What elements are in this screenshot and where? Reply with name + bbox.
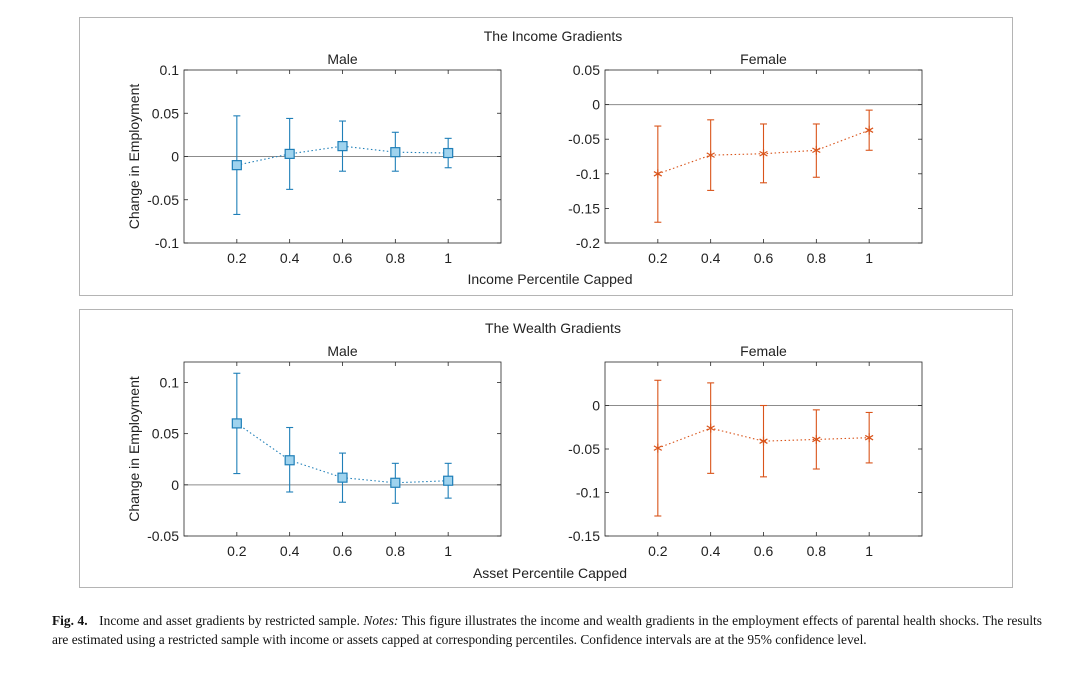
x-tick-label: 0.8 [807, 250, 827, 266]
data-point [337, 141, 348, 152]
panel-male: Male 0.1 0.05 0 -0.05 -0.1 0.2 0.4 0.6 0.8 1 Change… [126, 51, 502, 266]
x-tick-label: 0.6 [333, 543, 353, 559]
x-tick-label: 0.6 [754, 543, 774, 559]
y-tick-label: -0.05 [147, 192, 179, 208]
x-tick-label: 0.4 [280, 250, 300, 266]
figure: The Income Gradients Income Percentile Ca… [126, 28, 923, 581]
panel-title: Male [327, 343, 358, 359]
data-point [653, 443, 663, 453]
panel-female: Female 0.05 0 -0.05 -0.1 -0.15 -0.2 0.2 0.4 0.6 0.… [568, 51, 923, 266]
x-axis-label: Income Percentile Capped [468, 271, 633, 287]
group-title: The Income Gradients [484, 28, 623, 44]
x-tick-label: 0.4 [701, 250, 721, 266]
x-tick-label: 0.4 [280, 543, 300, 559]
y-tick-label: -0.1 [155, 235, 179, 251]
data-point [443, 475, 454, 486]
y-tick-label: 0 [592, 398, 600, 414]
y-tick-label: 0 [171, 149, 179, 165]
caption-label: Fig. 4. [52, 613, 88, 628]
data-point [231, 160, 242, 171]
asterisk-stroke [759, 438, 768, 444]
panel-title: Female [740, 51, 787, 67]
group-title: The Wealth Gradients [485, 320, 621, 336]
y-tick-label: -0.05 [568, 441, 600, 457]
caption-notes-text: This figure illustrates the income and w… [52, 613, 1042, 647]
x-tick-label: 1 [444, 543, 452, 559]
y-tick-label: 0.05 [152, 105, 179, 121]
y-axis-label: Change in Employment [126, 376, 142, 522]
data-point [284, 455, 295, 466]
y-tick-label: -0.05 [147, 528, 179, 544]
asterisk-stroke [653, 171, 663, 177]
caption-title: Income and asset gradients by restricted… [99, 613, 360, 628]
x-tick-label: 0.8 [386, 250, 406, 266]
data-point [864, 125, 874, 135]
panel-male: Male 0.1 0.05 0 -0.05 0.2 0.4 0.6 0.8 1 Change in … [126, 343, 502, 559]
x-tick-label: 1 [865, 250, 873, 266]
figure-caption: Fig. 4. Income and asset gradients by re… [52, 611, 1042, 649]
y-tick-label: 0 [171, 477, 179, 493]
asterisk-stroke [706, 425, 715, 431]
series-line [236, 145, 449, 166]
x-tick-label: 0.2 [648, 250, 668, 266]
chart-group-1: The Wealth Gradients Asset Percentile Cap… [126, 320, 923, 581]
asterisk-stroke [812, 147, 821, 154]
x-tick-label: 0.6 [754, 250, 774, 266]
data-point [706, 150, 715, 160]
x-tick-label: 0.8 [386, 543, 406, 559]
x-axis-label: Asset Percentile Capped [473, 565, 627, 581]
y-tick-label: 0.1 [160, 62, 180, 78]
asterisk-stroke [653, 445, 663, 451]
y-tick-label: -0.1 [576, 485, 600, 501]
data-point [231, 418, 242, 429]
y-tick-label: -0.1 [576, 166, 600, 182]
x-tick-label: 0.2 [227, 250, 247, 266]
y-tick-label: 0.05 [573, 62, 600, 78]
x-tick-label: 0.2 [227, 543, 247, 559]
data-point [759, 149, 768, 159]
data-point [812, 434, 821, 444]
y-axis-label: Change in Employment [126, 84, 142, 230]
data-point [284, 148, 295, 160]
data-point [653, 169, 663, 179]
y-tick-label: 0 [592, 97, 600, 113]
asterisk-stroke [706, 152, 715, 158]
y-tick-label: -0.2 [576, 235, 600, 251]
x-tick-label: 1 [865, 543, 873, 559]
asterisk-stroke [759, 150, 768, 157]
series-line [657, 427, 870, 449]
x-tick-label: 1 [444, 250, 452, 266]
caption-notes-label: Notes: [363, 613, 399, 628]
data-point [337, 472, 348, 483]
x-tick-label: 0.8 [807, 543, 827, 559]
x-tick-label: 0.6 [333, 250, 353, 266]
data-point [390, 477, 401, 488]
panel-title: Female [740, 343, 787, 359]
data-point [759, 436, 768, 446]
panel-female: Female 0 -0.05 -0.1 -0.15 0.2 0.4 0.6 0.8 1 [568, 343, 923, 559]
asterisk-stroke [864, 127, 874, 133]
y-tick-label: 0.1 [160, 374, 180, 390]
panel-title: Male [327, 51, 358, 67]
data-point [443, 147, 454, 159]
y-tick-label: -0.15 [568, 528, 600, 544]
data-point [706, 423, 715, 433]
x-tick-label: 0.2 [648, 543, 668, 559]
data-point [390, 147, 401, 158]
y-tick-label: 0.05 [152, 426, 179, 442]
plot-area [183, 361, 502, 537]
asterisk-stroke [812, 436, 821, 443]
data-point [864, 433, 874, 443]
chart-group-0: The Income Gradients Income Percentile Ca… [126, 28, 923, 287]
x-tick-label: 0.4 [701, 543, 721, 559]
y-tick-label: -0.15 [568, 200, 600, 216]
data-point [812, 145, 821, 155]
y-tick-label: -0.05 [568, 131, 600, 147]
asterisk-stroke [864, 434, 874, 441]
